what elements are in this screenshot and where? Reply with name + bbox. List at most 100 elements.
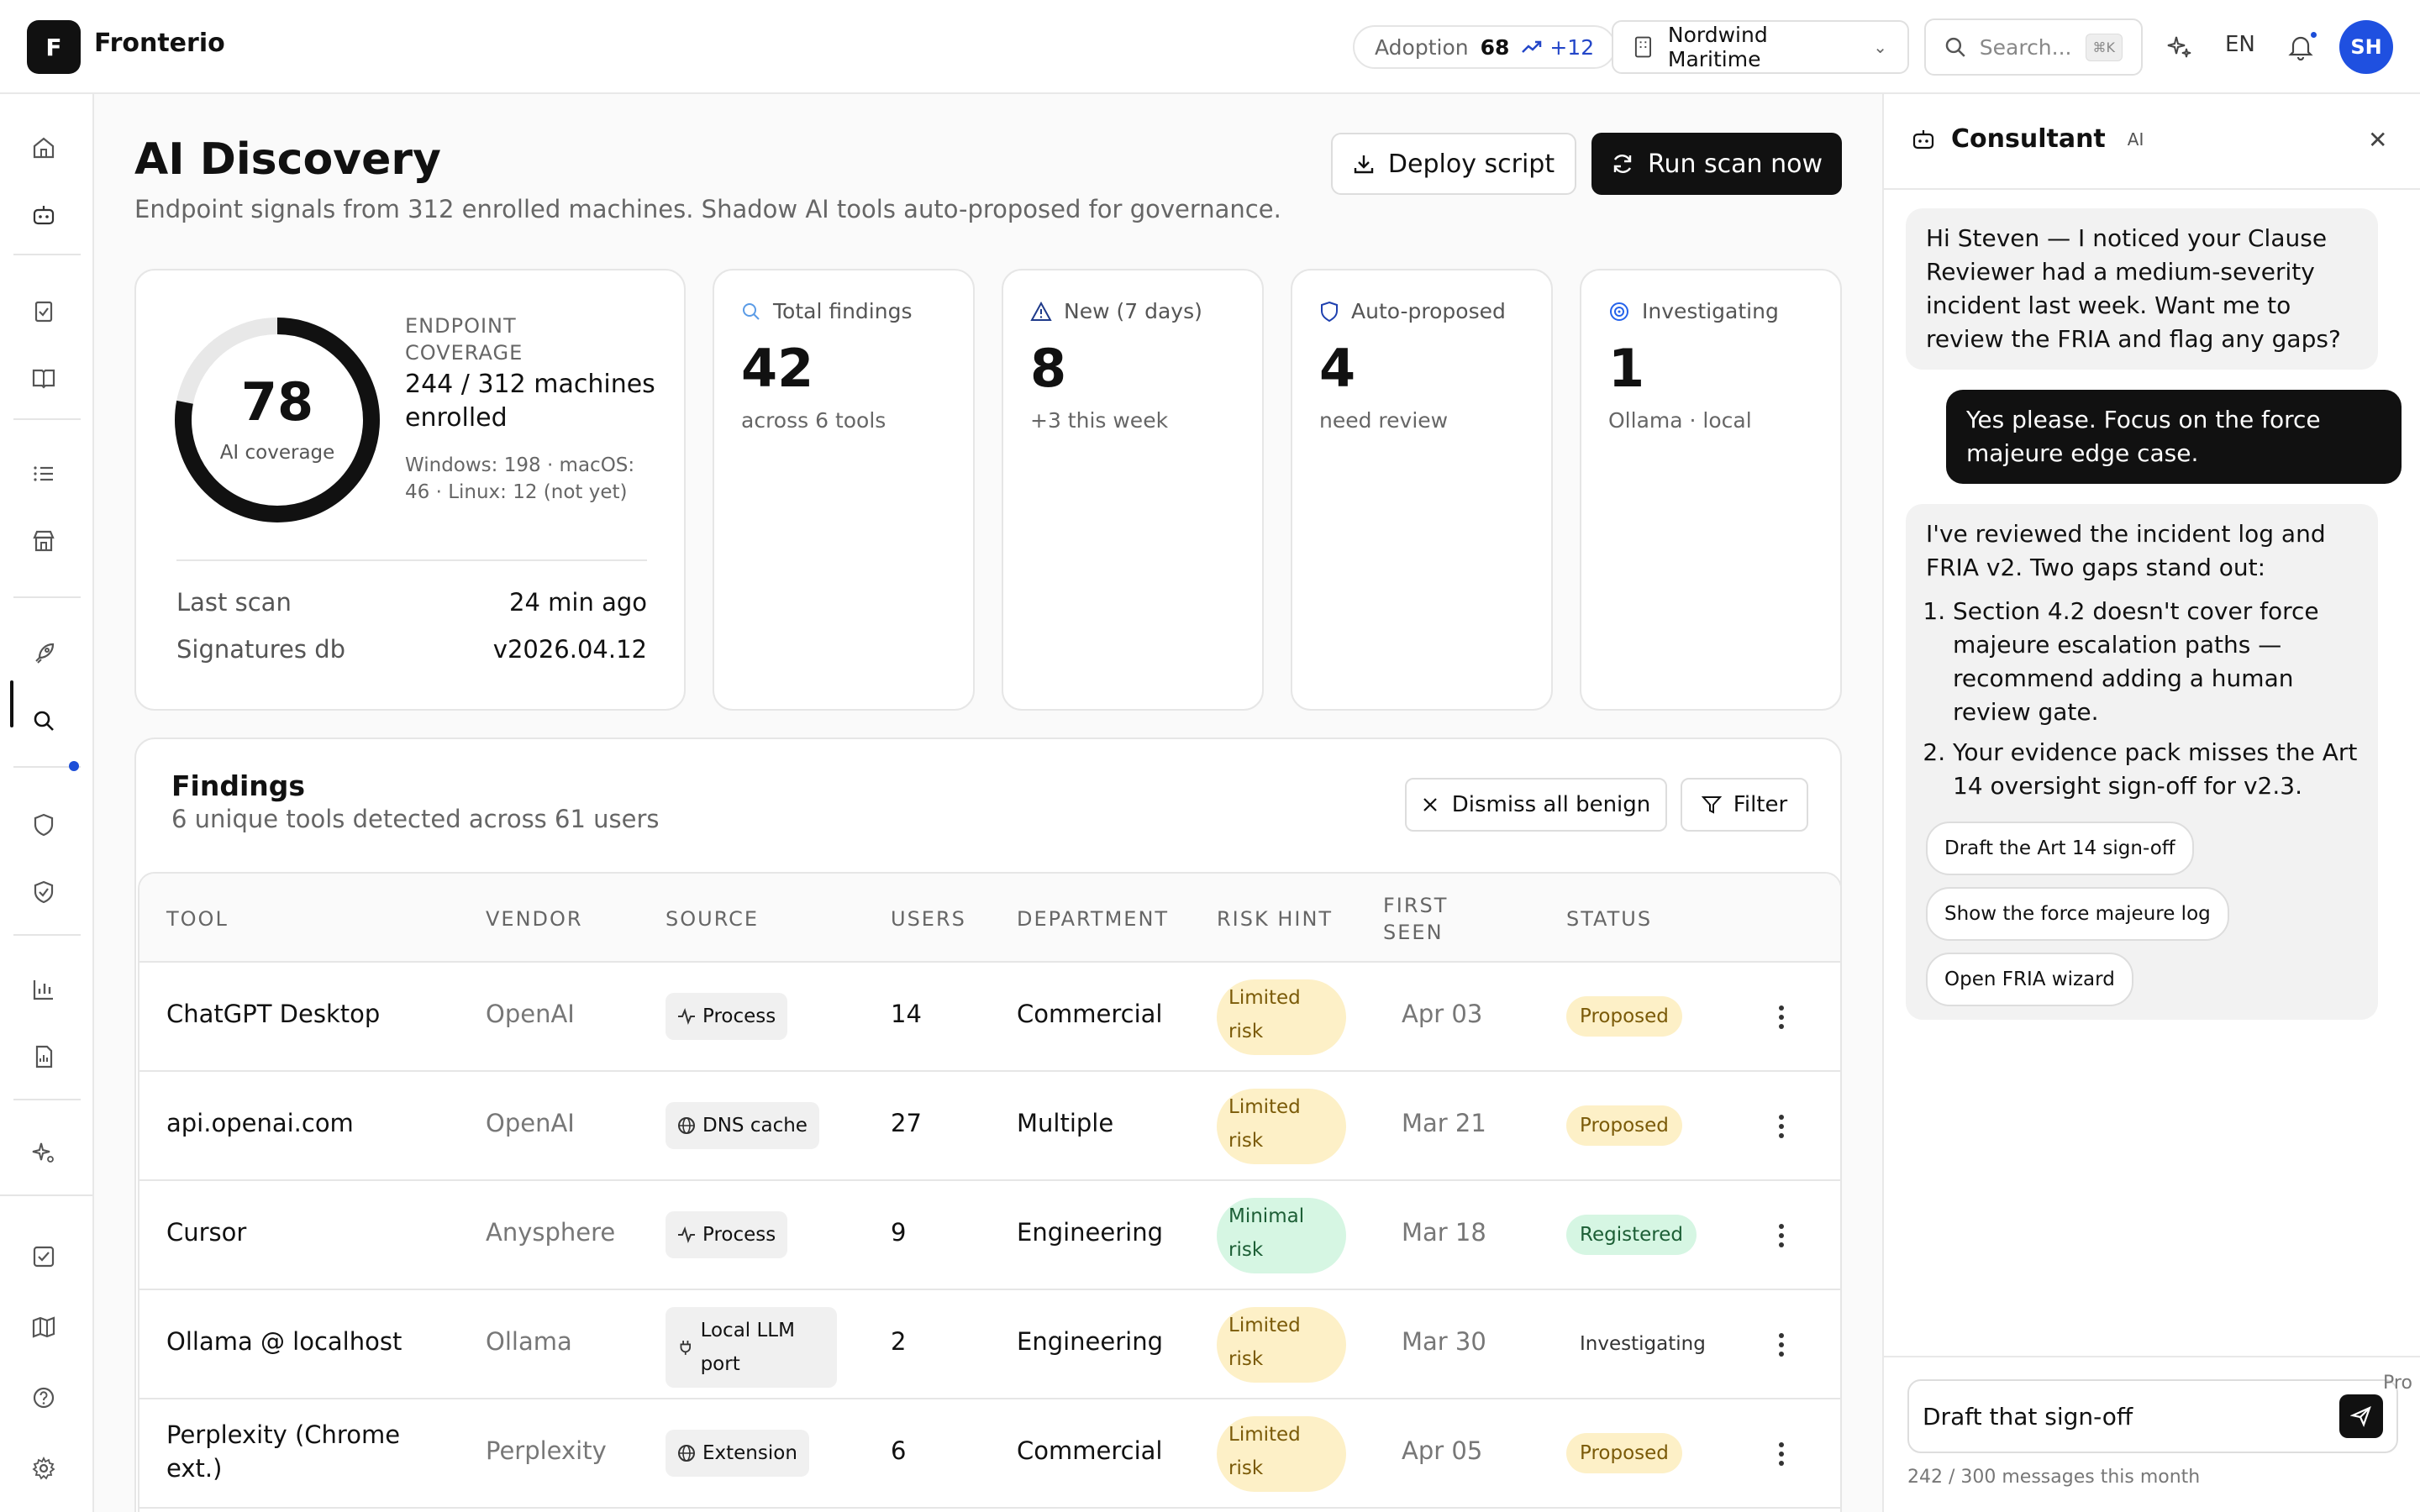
tool-name[interactable]: Cursor (166, 1218, 247, 1247)
send-button[interactable] (2339, 1394, 2383, 1438)
source-badge: Local LLM port (666, 1307, 837, 1388)
trend-up-icon (1522, 40, 1542, 53)
chat-input[interactable]: Draft that sign-off (1907, 1379, 2398, 1453)
deploy-script-button[interactable]: Deploy script (1331, 133, 1576, 195)
col-tool[interactable]: TOOL (166, 907, 229, 931)
consultant-header: Consultant AI (1911, 124, 2144, 154)
gap-item: Section 4.2 doesn't cover force majeure … (1953, 595, 2358, 729)
col-department[interactable]: DEPARTMENT (1017, 907, 1170, 931)
consultant-panel: Consultant AI ✕ Hi Steven — I noticed yo… (1882, 94, 2420, 1512)
department: Engineering (1017, 1327, 1163, 1356)
tool-name[interactable]: api.openai.com (166, 1109, 354, 1137)
machines-enrolled: 244 / 312 machines enrolled (405, 370, 655, 433)
table-row[interactable]: Cursor Anysphere Process 9 Engineering M… (139, 1181, 1840, 1290)
more-options-icon[interactable] (1771, 1328, 1791, 1362)
checkbox-icon[interactable] (24, 1236, 64, 1277)
assistant-message-intro: I've reviewed the incident log and FRIA … (1926, 520, 2326, 581)
home-icon[interactable] (24, 128, 64, 168)
filter-icon (1701, 796, 1722, 814)
more-options-icon[interactable] (1771, 1219, 1791, 1252)
refresh-icon (1613, 155, 1632, 173)
suggestion-chip[interactable]: Open FRIA wizard (1926, 953, 2133, 1006)
table-row[interactable]: ChatGPT Desktop OpenAI Process 14 Commer… (139, 963, 1840, 1072)
last-scan-value: 24 min ago (509, 588, 647, 617)
book-icon[interactable] (24, 358, 64, 398)
tool-name[interactable]: ChatGPT Desktop (166, 1000, 381, 1028)
table-row[interactable]: api.openai.com OpenAI DNS cache 27 Multi… (139, 1072, 1840, 1181)
ai-badge: AI (2127, 129, 2144, 150)
close-icon[interactable]: ✕ (2368, 126, 2388, 154)
sidebar-active-indicator (10, 680, 13, 727)
rocket-icon[interactable] (24, 633, 64, 674)
page-title: AI Discovery (134, 134, 441, 185)
coverage-label: AI coverage (219, 442, 335, 464)
sidebar-notification-dot (69, 761, 79, 771)
plan-label: Pro (2383, 1373, 2412, 1394)
stat-card-total-findings[interactable]: Total findings 42 across 6 tools (713, 269, 975, 711)
department: Commercial (1017, 1000, 1163, 1028)
users-count: 9 (891, 1218, 907, 1247)
stat-card-new-7-days[interactable]: New (7 days) 8 +3 this week (1002, 269, 1264, 711)
risk-badge: Limited risk (1217, 1416, 1346, 1492)
search-input[interactable]: Search... ⌘K (1924, 18, 2143, 76)
filter-button[interactable]: Filter (1681, 778, 1808, 832)
clipboard-check-icon[interactable] (24, 291, 64, 331)
alert-triangle-icon (1030, 301, 1052, 321)
adoption-score[interactable]: Adoption 68 +12 (1353, 25, 1617, 69)
sidebar-divider (13, 418, 81, 420)
col-vendor[interactable]: VENDOR (486, 907, 583, 931)
sparkles-icon[interactable] (2160, 27, 2200, 67)
bar-chart-icon[interactable] (24, 969, 64, 1010)
more-options-icon[interactable] (1771, 1437, 1791, 1471)
search-icon (743, 302, 760, 320)
run-scan-button[interactable]: Run scan now (1591, 133, 1842, 195)
first-seen: Mar 21 (1402, 1109, 1486, 1137)
col-status[interactable]: STATUS (1566, 907, 1653, 931)
panel-divider (1884, 188, 2420, 190)
suggestion-chip[interactable]: Show the force majeure log (1926, 887, 2229, 941)
app-logo[interactable]: F (27, 20, 81, 74)
coverage-gauge (175, 318, 380, 522)
col-source[interactable]: SOURCE (666, 907, 760, 931)
more-options-icon[interactable] (1771, 1000, 1791, 1034)
shield-icon[interactable] (24, 805, 64, 845)
globe-icon (678, 1117, 695, 1134)
signatures-row: Signatures db v2026.04.12 (176, 635, 647, 664)
help-icon[interactable] (24, 1378, 64, 1418)
shield-check-icon[interactable] (24, 872, 64, 912)
tool-name[interactable]: Ollama @ localhost (166, 1327, 402, 1356)
language-switch[interactable]: EN (2225, 32, 2255, 57)
shield-icon (1321, 301, 1338, 322)
stat-card-auto-proposed[interactable]: Auto-proposed 4 need review (1291, 269, 1553, 711)
adoption-delta-value: +12 (1549, 34, 1595, 60)
bot-icon[interactable] (24, 195, 64, 235)
tool-name[interactable]: Perplexity (Chrome ext.) (166, 1420, 401, 1483)
source-badge: Extension (666, 1430, 809, 1477)
user-avatar[interactable]: SH (2339, 20, 2393, 74)
more-options-icon[interactable] (1771, 1110, 1791, 1143)
report-icon[interactable] (24, 1037, 64, 1077)
suggestion-chip[interactable]: Draft the Art 14 sign-off (1926, 822, 2194, 875)
risk-badge: Limited risk (1217, 979, 1346, 1055)
map-icon[interactable] (24, 1307, 64, 1347)
store-icon[interactable] (24, 521, 64, 561)
col-first-seen[interactable]: FIRST SEEN (1383, 894, 1449, 944)
first-seen: Mar 18 (1402, 1218, 1486, 1247)
building-icon (1634, 36, 1651, 58)
sidebar-item-ai-discovery-search-icon[interactable] (24, 701, 64, 741)
org-selector[interactable]: Nordwind Maritime ⌄ (1612, 20, 1909, 74)
bell-icon[interactable] (2281, 27, 2321, 67)
col-users[interactable]: USERS (891, 907, 966, 931)
vendor-name: Ollama (486, 1327, 572, 1356)
stat-value: 42 (741, 338, 814, 399)
sparkle-settings-icon[interactable] (24, 1132, 64, 1173)
vendor-name: OpenAI (486, 1000, 575, 1028)
list-icon[interactable] (24, 454, 64, 494)
col-risk-hint[interactable]: RISK HINT (1217, 907, 1334, 931)
dismiss-all-benign-button[interactable]: Dismiss all benign (1405, 778, 1667, 832)
stat-card-investigating[interactable]: Investigating 1 Ollama · local (1580, 269, 1842, 711)
table-row[interactable]: Ollama @ localhost Ollama Local LLM port… (139, 1290, 1840, 1399)
gear-icon[interactable] (24, 1448, 64, 1488)
assistant-message: I've reviewed the incident log and FRIA … (1906, 504, 2378, 1020)
table-row[interactable]: Perplexity (Chrome ext.) Perplexity Exte… (139, 1399, 1840, 1509)
